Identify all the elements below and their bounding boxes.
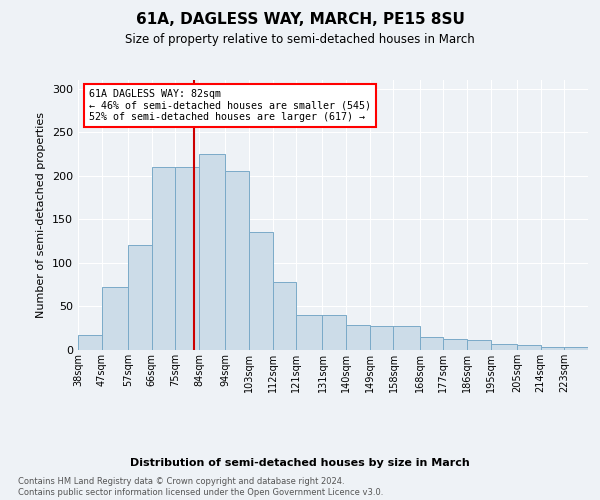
Bar bbox=[225, 172, 249, 350]
Text: Distribution of semi-detached houses by size in March: Distribution of semi-detached houses by … bbox=[130, 458, 470, 468]
Bar bbox=[101, 288, 128, 350]
Bar bbox=[467, 340, 491, 350]
Bar bbox=[128, 246, 152, 350]
Text: 61A, DAGLESS WAY, MARCH, PE15 8SU: 61A, DAGLESS WAY, MARCH, PE15 8SU bbox=[136, 12, 464, 28]
Bar bbox=[517, 345, 541, 350]
Bar bbox=[152, 167, 175, 350]
Bar bbox=[370, 326, 394, 350]
Bar bbox=[541, 346, 565, 350]
Text: Size of property relative to semi-detached houses in March: Size of property relative to semi-detach… bbox=[125, 32, 475, 46]
Bar bbox=[443, 338, 467, 350]
Bar bbox=[394, 326, 420, 350]
Bar bbox=[565, 348, 588, 350]
Bar bbox=[249, 232, 272, 350]
Bar bbox=[272, 282, 296, 350]
Bar bbox=[296, 315, 322, 350]
Bar bbox=[175, 167, 199, 350]
Y-axis label: Number of semi-detached properties: Number of semi-detached properties bbox=[37, 112, 46, 318]
Bar bbox=[199, 154, 225, 350]
Bar bbox=[322, 315, 346, 350]
Text: 61A DAGLESS WAY: 82sqm
← 46% of semi-detached houses are smaller (545)
52% of se: 61A DAGLESS WAY: 82sqm ← 46% of semi-det… bbox=[89, 88, 371, 122]
Bar bbox=[78, 335, 101, 350]
Bar bbox=[491, 344, 517, 350]
Text: Contains HM Land Registry data © Crown copyright and database right 2024.
Contai: Contains HM Land Registry data © Crown c… bbox=[18, 478, 383, 497]
Bar bbox=[346, 324, 370, 350]
Bar bbox=[420, 337, 443, 350]
